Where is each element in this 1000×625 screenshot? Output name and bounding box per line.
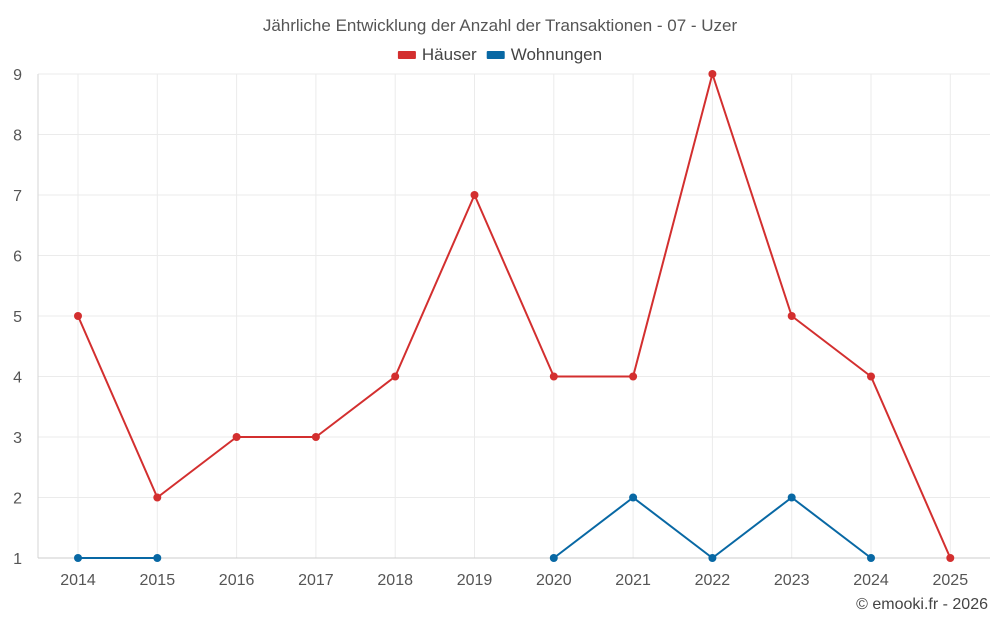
- x-tick-label-2015: 2015: [140, 572, 176, 589]
- y-tick-label-2: 2: [13, 491, 22, 508]
- data-point-häuser-2018[interactable]: [391, 372, 400, 381]
- legend-item-wohnungen[interactable]: Wohnungen: [486, 45, 602, 64]
- y-axis-ticks: 1 2 3 4 5 6 7 8 9: [13, 67, 22, 568]
- x-tick-label-2025: 2025: [933, 572, 969, 589]
- data-point-häuser-2019[interactable]: [470, 191, 479, 199]
- data-point-häuser-2015[interactable]: [153, 493, 162, 502]
- y-tick-label-4: 4: [13, 370, 22, 387]
- x-tick-label-2017: 2017: [298, 572, 334, 589]
- x-tick-label-2022: 2022: [695, 572, 731, 589]
- data-point-häuser-2024[interactable]: [867, 372, 875, 381]
- x-tick-label-2020: 2020: [536, 572, 572, 589]
- x-tick-label-2021: 2021: [615, 572, 651, 589]
- data-point-wohnungen-2024[interactable]: [867, 554, 875, 562]
- axes: [37, 74, 990, 559]
- y-tick-label-5: 5: [13, 309, 22, 326]
- x-tick-label-2019: 2019: [457, 572, 493, 589]
- x-tick-label-2016: 2016: [219, 572, 255, 589]
- legend-label-häuser: Häuser: [422, 45, 477, 64]
- series-layer: [74, 70, 955, 562]
- data-point-wohnungen-2021[interactable]: [629, 493, 638, 502]
- legend-item-häuser[interactable]: Häuser: [397, 45, 477, 64]
- credit-label: © emooki.fr - 2026: [856, 596, 988, 613]
- data-point-häuser-2016[interactable]: [232, 433, 241, 441]
- data-point-häuser-2017[interactable]: [311, 433, 320, 441]
- series-wohnungen: [74, 493, 875, 562]
- legend-swatch-häuser: [397, 51, 416, 59]
- y-tick-label-7: 7: [13, 188, 22, 205]
- legend: Häuser Wohnungen: [397, 45, 602, 64]
- x-tick-label-2024: 2024: [853, 572, 889, 589]
- y-tick-label-1: 1: [13, 551, 22, 568]
- data-point-wohnungen-2014[interactable]: [74, 554, 82, 562]
- data-point-wohnungen-2022[interactable]: [708, 554, 717, 562]
- x-tick-label-2018: 2018: [377, 572, 413, 589]
- y-gridlines: [38, 73, 990, 498]
- legend-label-wohnungen: Wohnungen: [511, 45, 602, 64]
- data-point-häuser-2025[interactable]: [946, 554, 955, 562]
- x-tick-label-2023: 2023: [774, 572, 810, 589]
- y-tick-label-8: 8: [13, 128, 22, 145]
- data-point-häuser-2020[interactable]: [549, 372, 558, 381]
- x-axis-ticks: 2014 2015 2016 2017 2018 2019 2020 2021 2022 2023…: [60, 572, 968, 589]
- data-point-häuser-2021[interactable]: [629, 372, 638, 381]
- y-tick-label-3: 3: [13, 430, 22, 447]
- x-tick-label-2014: 2014: [60, 572, 96, 589]
- chart-title: Jährliche Entwicklung der Anzahl der Tra…: [263, 16, 738, 35]
- data-point-häuser-2022[interactable]: [708, 70, 717, 78]
- y-tick-label-9: 9: [13, 67, 22, 84]
- series-häuser: [74, 70, 955, 562]
- data-point-häuser-2014[interactable]: [74, 312, 82, 320]
- data-point-häuser-2023[interactable]: [787, 312, 796, 320]
- series-line-häuser-0: [77, 73, 952, 559]
- data-point-wohnungen-2015[interactable]: [153, 554, 162, 562]
- data-point-wohnungen-2020[interactable]: [549, 554, 558, 562]
- legend-swatch-wohnungen: [486, 51, 505, 59]
- y-tick-label-6: 6: [13, 249, 22, 266]
- data-point-wohnungen-2023[interactable]: [787, 493, 796, 502]
